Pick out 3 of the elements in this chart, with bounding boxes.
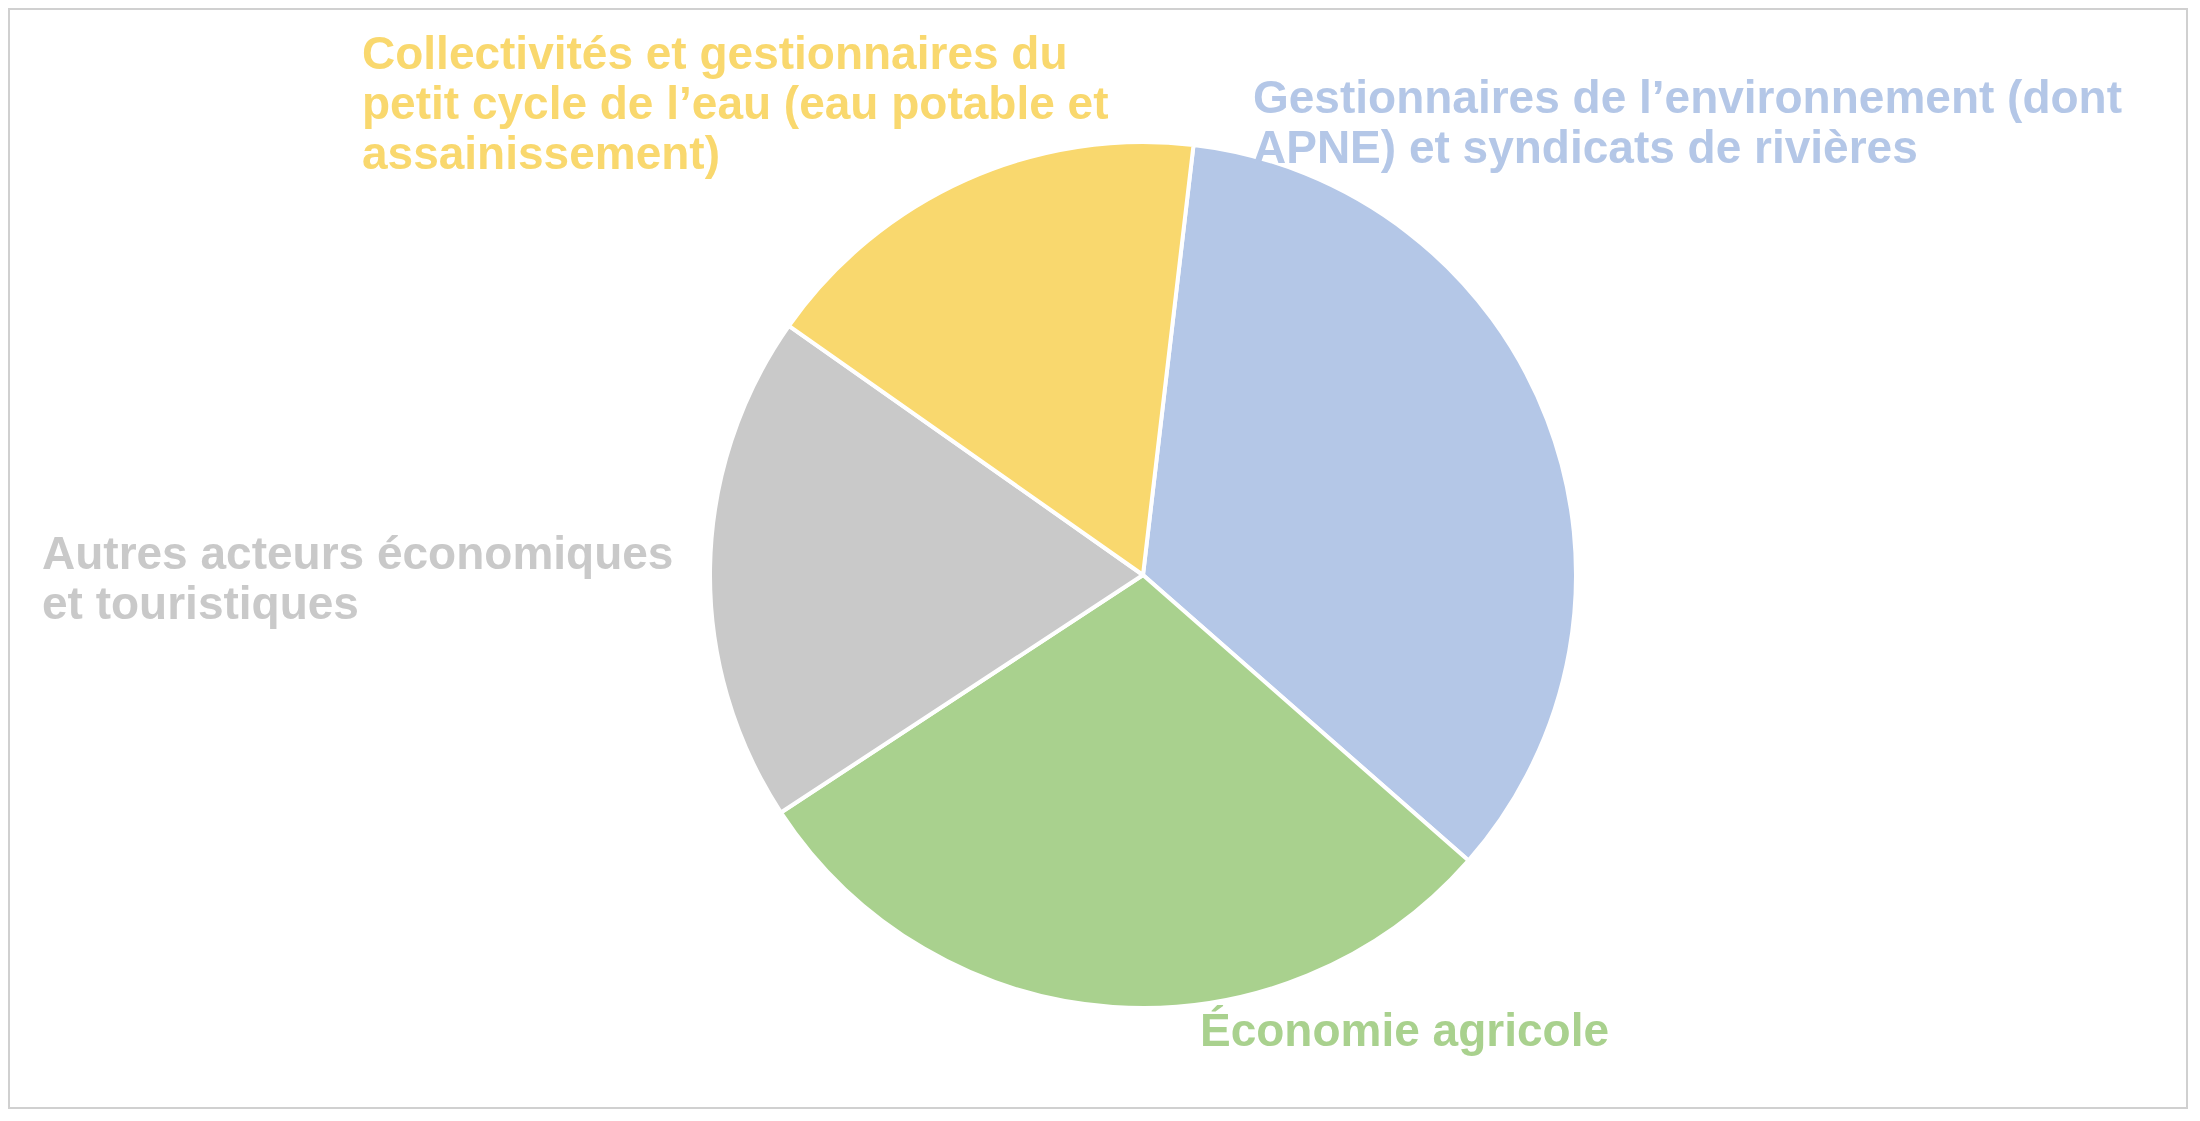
slice-label: Économie agricole: [1200, 1004, 1610, 1056]
slice-label: Collectivités et gestionnaires du petit cycle de l’eau (eau potable et assainissement): [362, 27, 1110, 179]
slice-label: Gestionnaires de l’environnement (dont APNE) et syndicats de rivières: [1253, 71, 2123, 173]
